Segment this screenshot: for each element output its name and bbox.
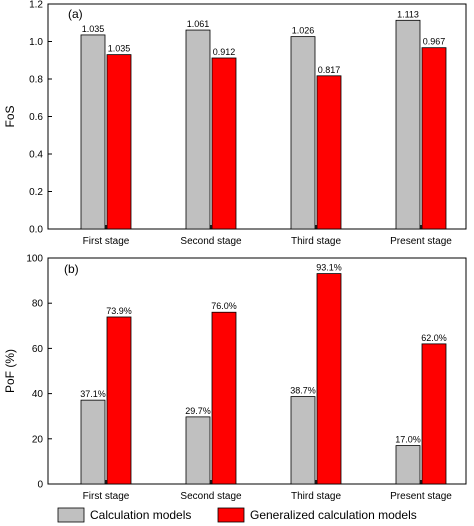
bar-calculation (395, 445, 421, 485)
legend-label-generalized: Generalized calculation models (250, 508, 417, 522)
data-label: 29.7% (185, 406, 211, 416)
data-label: 93.1% (316, 263, 342, 273)
fos-panel: 0.0 0.2 0.4 0.6 0.8 1.0 1.2 FoS (a) First stage 1.… (3, 0, 467, 247)
bar-generalized (211, 311, 237, 485)
data-label: 62.0% (421, 333, 447, 343)
x-tick-label: Third stage (291, 236, 341, 247)
data-label: 38.7% (290, 386, 316, 396)
y-tick-label: 0.8 (29, 75, 43, 86)
bar-calculation (80, 399, 106, 485)
bar-calculation (185, 29, 211, 230)
data-label: 1.113 (397, 9, 419, 19)
y-tick-label: 60 (32, 344, 44, 355)
y-tick-label: 0 (37, 480, 43, 491)
y-tick-label: 1.2 (29, 0, 43, 11)
panel-label: (b) (64, 262, 79, 276)
x-tick-label: Present stage (390, 491, 452, 502)
x-tick-label: Present stage (390, 236, 452, 247)
x-tick-label: First stage (83, 491, 130, 502)
plot-frame (47, 257, 467, 485)
y-tick-label: 40 (32, 389, 44, 400)
legend: Calculation models Generalized calculati… (57, 507, 417, 523)
data-label: 0.817 (318, 65, 341, 75)
bar-calculation (185, 416, 211, 485)
bar-calculation (395, 19, 421, 230)
y-tick-label: 20 (32, 434, 44, 445)
y-tick-label: 1.0 (29, 37, 43, 48)
y-tick-label: 80 (32, 299, 44, 310)
legend-swatch-generalized (217, 507, 245, 523)
bar-calculation (290, 396, 316, 485)
bar-generalized (106, 316, 132, 485)
data-label: 1.061 (187, 19, 210, 29)
bar-generalized (421, 343, 447, 485)
data-label: 17.0% (395, 435, 421, 445)
data-label: 1.035 (82, 24, 105, 34)
y-axis-label: FoS (3, 105, 17, 127)
y-tick-label: 0.2 (29, 187, 43, 198)
data-label: 0.967 (423, 37, 446, 47)
y-axis-label: PoF (%) (3, 349, 17, 393)
y-tick-label: 0.4 (29, 150, 43, 161)
x-tick-label: Second stage (180, 491, 242, 502)
data-label: 73.9% (106, 306, 132, 316)
x-tick-label: First stage (83, 236, 130, 247)
legend-label-calculation: Calculation models (90, 508, 191, 522)
x-tick-label: Third stage (291, 491, 341, 502)
y-tick-label: 0.6 (29, 112, 43, 123)
x-tick-label: Second stage (180, 236, 242, 247)
y-tick-label: 100 (26, 254, 43, 265)
bar-generalized (211, 57, 237, 230)
panel-label: (a) (68, 7, 83, 21)
bar-generalized (421, 47, 447, 230)
bar-calculation (80, 34, 106, 230)
data-label: 1.026 (292, 26, 315, 36)
data-label: 37.1% (80, 389, 106, 399)
y-tick-label: 0.0 (29, 225, 43, 236)
pof-panel: 0 20 40 60 80 100 PoF (%) (b) First stage 37.1% 73… (3, 254, 467, 502)
bar-generalized (106, 54, 132, 230)
data-label: 76.0% (211, 301, 237, 311)
data-label: 0.912 (213, 47, 236, 57)
bar-calculation (290, 36, 316, 230)
bar-generalized (316, 273, 342, 485)
legend-swatch-calculation (57, 507, 85, 523)
data-label: 1.035 (108, 44, 131, 54)
bar-generalized (316, 75, 342, 230)
